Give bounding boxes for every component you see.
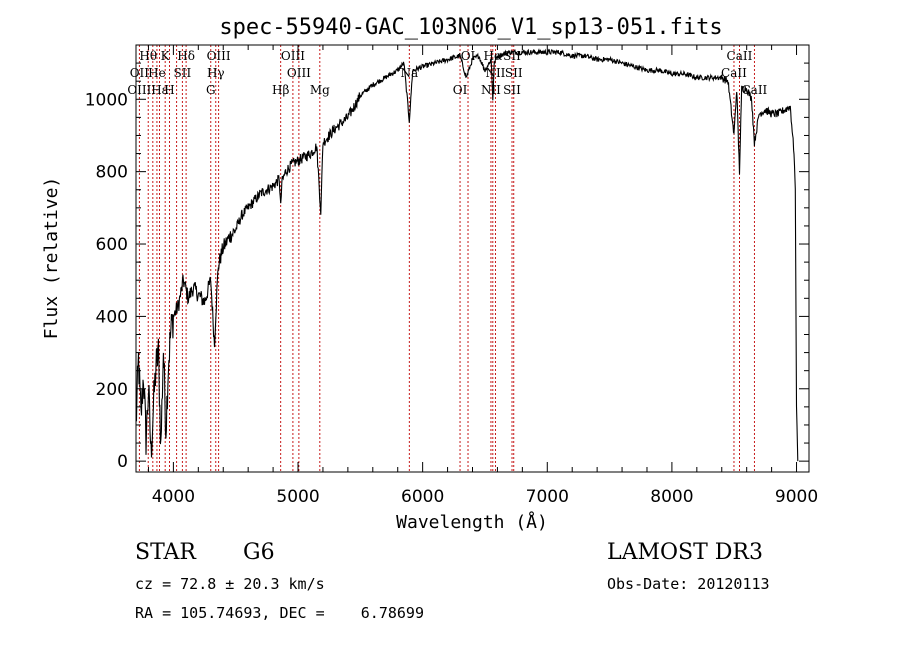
line-label-23: Mg — [310, 83, 330, 97]
line-label-5: Hα — [484, 49, 503, 63]
line-label-11: SII — [174, 66, 192, 80]
line-label-7: OI — [461, 49, 476, 63]
plot-frame — [135, 44, 810, 473]
y-axis-label: Flux (relative) — [41, 177, 62, 340]
object-class: STAR — [135, 540, 196, 565]
line-label-19: Hε — [151, 83, 168, 97]
line-label-15: NII — [485, 66, 505, 80]
line-label-17: CaII — [721, 66, 747, 80]
line-label-1: K — [161, 49, 171, 63]
x-tick-label-0: 4000 — [152, 487, 195, 507]
redshift-value: cz = 72.8 ± 20.3 km/s — [135, 575, 325, 593]
object-subclass: G6 — [243, 540, 275, 565]
y-tick-label-2: 400 — [96, 307, 128, 327]
line-label-25: NII — [481, 83, 501, 97]
line-label-18: OIII — [127, 83, 151, 97]
line-label-14: Na — [400, 66, 418, 80]
line-label-21: G — [206, 83, 216, 97]
line-label-9: OII — [130, 66, 150, 80]
y-tick-label-4: 800 — [96, 163, 128, 183]
y-tick-label-5: 1000 — [85, 90, 128, 110]
line-label-16: SII — [505, 66, 523, 80]
line-label-0: Hθ — [139, 49, 157, 63]
observation-date: Obs-Date: 20120113 — [607, 575, 770, 593]
survey-name: LAMOST DR3 — [607, 540, 763, 565]
line-label-3: OIII — [207, 49, 231, 63]
line-label-20: H — [164, 83, 174, 97]
y-tick-label-0: 0 — [117, 452, 128, 472]
y-tick-label-1: 200 — [96, 380, 128, 400]
y-axis-ticks: 0 200 400 600 800 1000 — [85, 62, 809, 472]
line-label-10: He — [148, 66, 166, 80]
line-label-2: Hδ — [177, 49, 195, 63]
x-axis-label: Wavelength (Å) — [396, 511, 548, 533]
x-tick-label-2: 6000 — [401, 487, 444, 507]
line-label-13: OIII — [287, 66, 311, 80]
x-tick-label-5: 9000 — [775, 487, 818, 507]
x-tick-label-4: 8000 — [650, 487, 693, 507]
line-label-24: OI — [453, 83, 468, 97]
line-label-22: Hβ — [272, 83, 289, 97]
x-tick-label-1: 5000 — [276, 487, 319, 507]
line-label-26: SII — [503, 83, 521, 97]
coordinates: RA = 105.74693, DEC = 6.78699 — [135, 604, 424, 622]
y-tick-label-3: 600 — [96, 235, 128, 255]
x-tick-label-3: 7000 — [526, 487, 569, 507]
chart-title: spec-55940-GAC_103N06_V1_sp13-051.fits — [219, 15, 722, 40]
line-label-12: Hγ — [207, 66, 225, 80]
emission-line-markers — [138, 45, 755, 472]
flux-series-line — [135, 48, 799, 462]
line-label-4: OIII — [281, 49, 305, 63]
line-label-8: CaII — [727, 49, 753, 63]
x-axis-ticks: 4000 5000 6000 7000 8000 9000 — [147, 45, 818, 507]
